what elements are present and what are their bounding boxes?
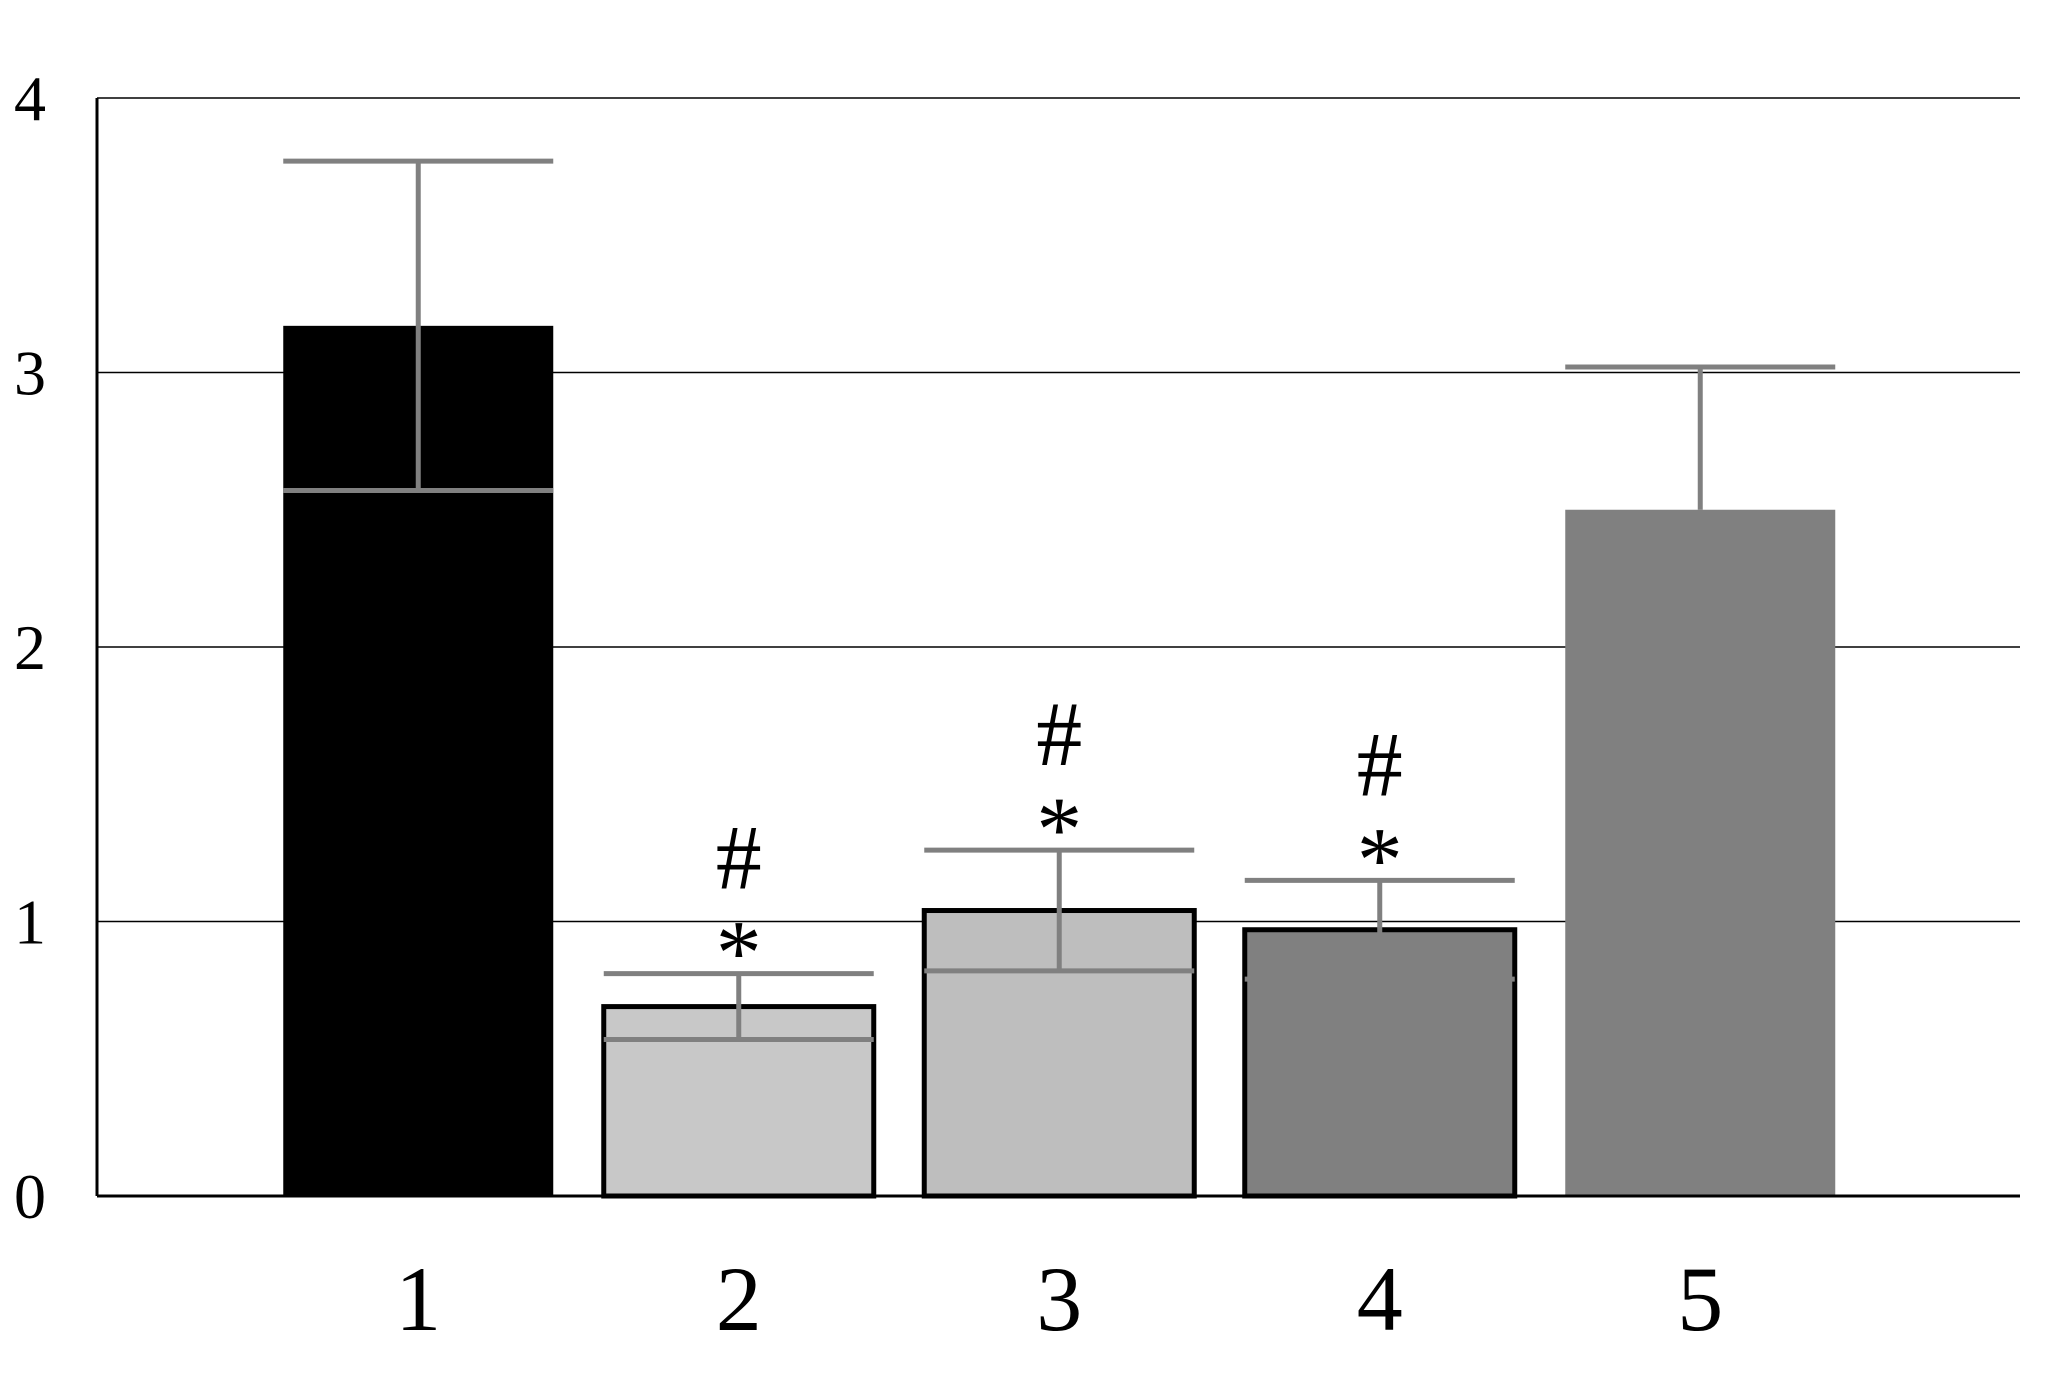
axes [95,98,2020,1198]
x-tick-label: 5 [1677,1248,1723,1350]
significance-markers: *# *#*# [716,683,1403,1004]
y-tick-label: 2 [14,612,46,683]
x-tick-label: 1 [395,1248,441,1350]
x-tick-labels: 1 2 3 4 5 [395,1248,1723,1350]
significance-star: * [716,902,762,1004]
significance-star: * [1036,778,1082,880]
y-tick-label: 0 [14,1161,46,1232]
y-tick-labels: 0 1 2 3 4 [14,63,46,1232]
significance-hash: # [716,807,762,909]
bar [1565,509,1836,1196]
x-tick-label: 2 [716,1248,762,1350]
x-tick-label: 3 [1036,1248,1082,1350]
error-bars [283,158,1836,1043]
y-tick-label: 3 [14,338,46,409]
x-tick-label: 4 [1357,1248,1403,1350]
significance-hash: # [1036,683,1082,785]
significance-hash: # [1357,713,1403,815]
y-tick-label: 4 [14,63,46,134]
y-tick-label: 1 [14,887,46,958]
significance-star: * [1357,808,1403,910]
